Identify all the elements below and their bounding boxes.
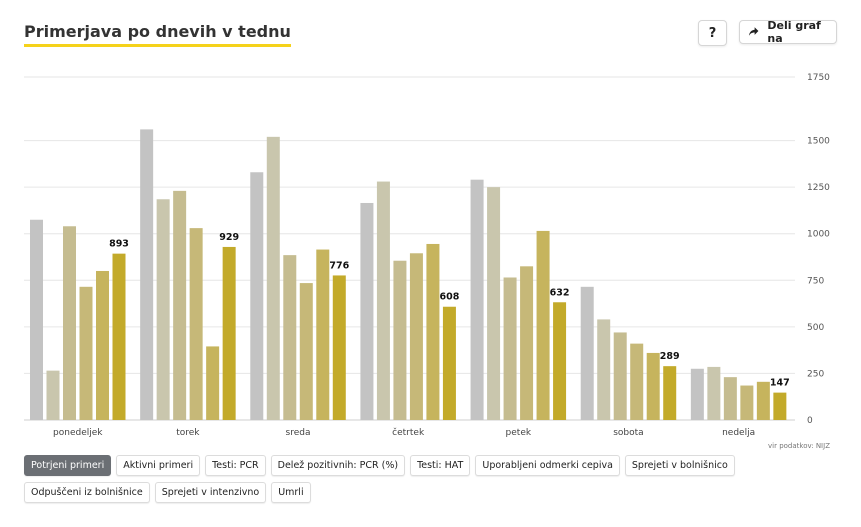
y-tick-label: 250 [807, 369, 824, 379]
bar-value-label: 632 [550, 287, 570, 298]
x-category-label: sobota [613, 428, 643, 438]
bar[interactable] [173, 190, 187, 420]
y-tick-label: 500 [807, 323, 824, 333]
metric-filter-bar: Potrjeni primeri Aktivni primeri Testi: PC… [24, 455, 814, 503]
bar[interactable] [316, 249, 330, 420]
bar[interactable] [723, 377, 737, 420]
bar[interactable] [740, 385, 754, 420]
x-category-label: ponedeljek [53, 428, 103, 438]
bar[interactable] [156, 199, 170, 420]
filter-chip[interactable]: Aktivni primeri [116, 455, 201, 476]
x-category-label: petek [506, 428, 532, 438]
bar[interactable] [613, 332, 627, 420]
bar[interactable] [442, 306, 456, 420]
bar[interactable] [520, 266, 534, 420]
bar[interactable] [470, 179, 484, 420]
bar[interactable] [250, 172, 264, 420]
y-tick-label: 1500 [807, 137, 830, 147]
bar[interactable] [189, 228, 203, 420]
bar[interactable] [206, 346, 220, 420]
bar[interactable] [580, 286, 594, 420]
y-tick-label: 1750 [807, 73, 830, 83]
bar[interactable] [266, 136, 280, 420]
bar[interactable] [376, 181, 390, 420]
bar[interactable] [222, 246, 236, 420]
bar[interactable] [409, 253, 423, 420]
bar[interactable] [63, 226, 76, 420]
bar[interactable] [553, 302, 567, 420]
bar[interactable] [283, 255, 297, 420]
bar[interactable] [646, 352, 660, 420]
x-category-label: nedelja [722, 428, 755, 438]
share-arrow-icon [748, 27, 759, 36]
bar-value-label: 929 [219, 232, 239, 243]
bar-value-label: 147 [770, 378, 790, 389]
y-tick-label: 0 [807, 416, 813, 426]
y-tick-label: 750 [807, 276, 824, 286]
bar[interactable] [707, 366, 721, 420]
bar[interactable] [46, 370, 60, 420]
bar[interactable] [756, 381, 770, 420]
filter-chip[interactable]: Odpuščeni iz bolnišnice [24, 482, 150, 503]
filter-chip[interactable]: Umrli [271, 482, 311, 503]
bar[interactable] [597, 319, 611, 420]
filter-chip[interactable]: Testi: PCR [205, 455, 266, 476]
bar[interactable] [332, 275, 346, 420]
share-button[interactable]: Deli graf na [739, 19, 837, 45]
help-button[interactable]: ? [698, 20, 727, 46]
bar[interactable] [112, 253, 126, 420]
bar[interactable] [393, 260, 407, 420]
bar[interactable] [426, 243, 440, 420]
x-category-label: četrtek [392, 427, 425, 438]
x-category-label: torek [176, 428, 200, 438]
bar[interactable] [773, 392, 787, 420]
filter-chip[interactable]: Delež pozitivnih: PCR (%) [270, 455, 406, 476]
filter-chip[interactable]: Testi: HAT [410, 455, 471, 476]
filter-chip[interactable]: Potrjeni primeri [24, 455, 112, 476]
bar-value-label: 289 [660, 351, 680, 362]
bar[interactable] [360, 202, 374, 420]
bar[interactable] [79, 286, 93, 420]
filter-chip[interactable]: Sprejeti v bolnišnico [624, 455, 735, 476]
bar-value-label: 776 [329, 260, 349, 271]
bar[interactable] [663, 366, 677, 420]
y-tick-label: 1250 [807, 183, 830, 193]
bar[interactable] [96, 270, 109, 420]
y-tick-label: 1000 [807, 230, 830, 240]
filter-chip[interactable]: Sprejeti v intenzivno [154, 482, 267, 503]
bar[interactable] [140, 129, 154, 420]
bar[interactable] [487, 187, 501, 420]
bar[interactable] [536, 230, 550, 420]
data-source: vir podatkov: NIJZ [768, 442, 830, 450]
bar[interactable] [299, 283, 313, 420]
x-category-label: sreda [286, 428, 311, 438]
bar-value-label: 608 [440, 292, 460, 303]
share-button-label: Deli graf na [767, 19, 821, 45]
bar[interactable] [503, 277, 517, 420]
bar[interactable] [690, 368, 704, 420]
bar[interactable] [30, 219, 43, 420]
bar-chart: 0 250 500 750 1000 1250 1500 1750 893 ponedeljek 9… [24, 73, 830, 438]
chart-title: Primerjava po dnevih v tednu [24, 22, 291, 47]
bar-value-label: 893 [109, 239, 129, 250]
bar[interactable] [630, 343, 644, 420]
filter-chip[interactable]: Uporabljeni odmerki cepiva [475, 455, 620, 476]
